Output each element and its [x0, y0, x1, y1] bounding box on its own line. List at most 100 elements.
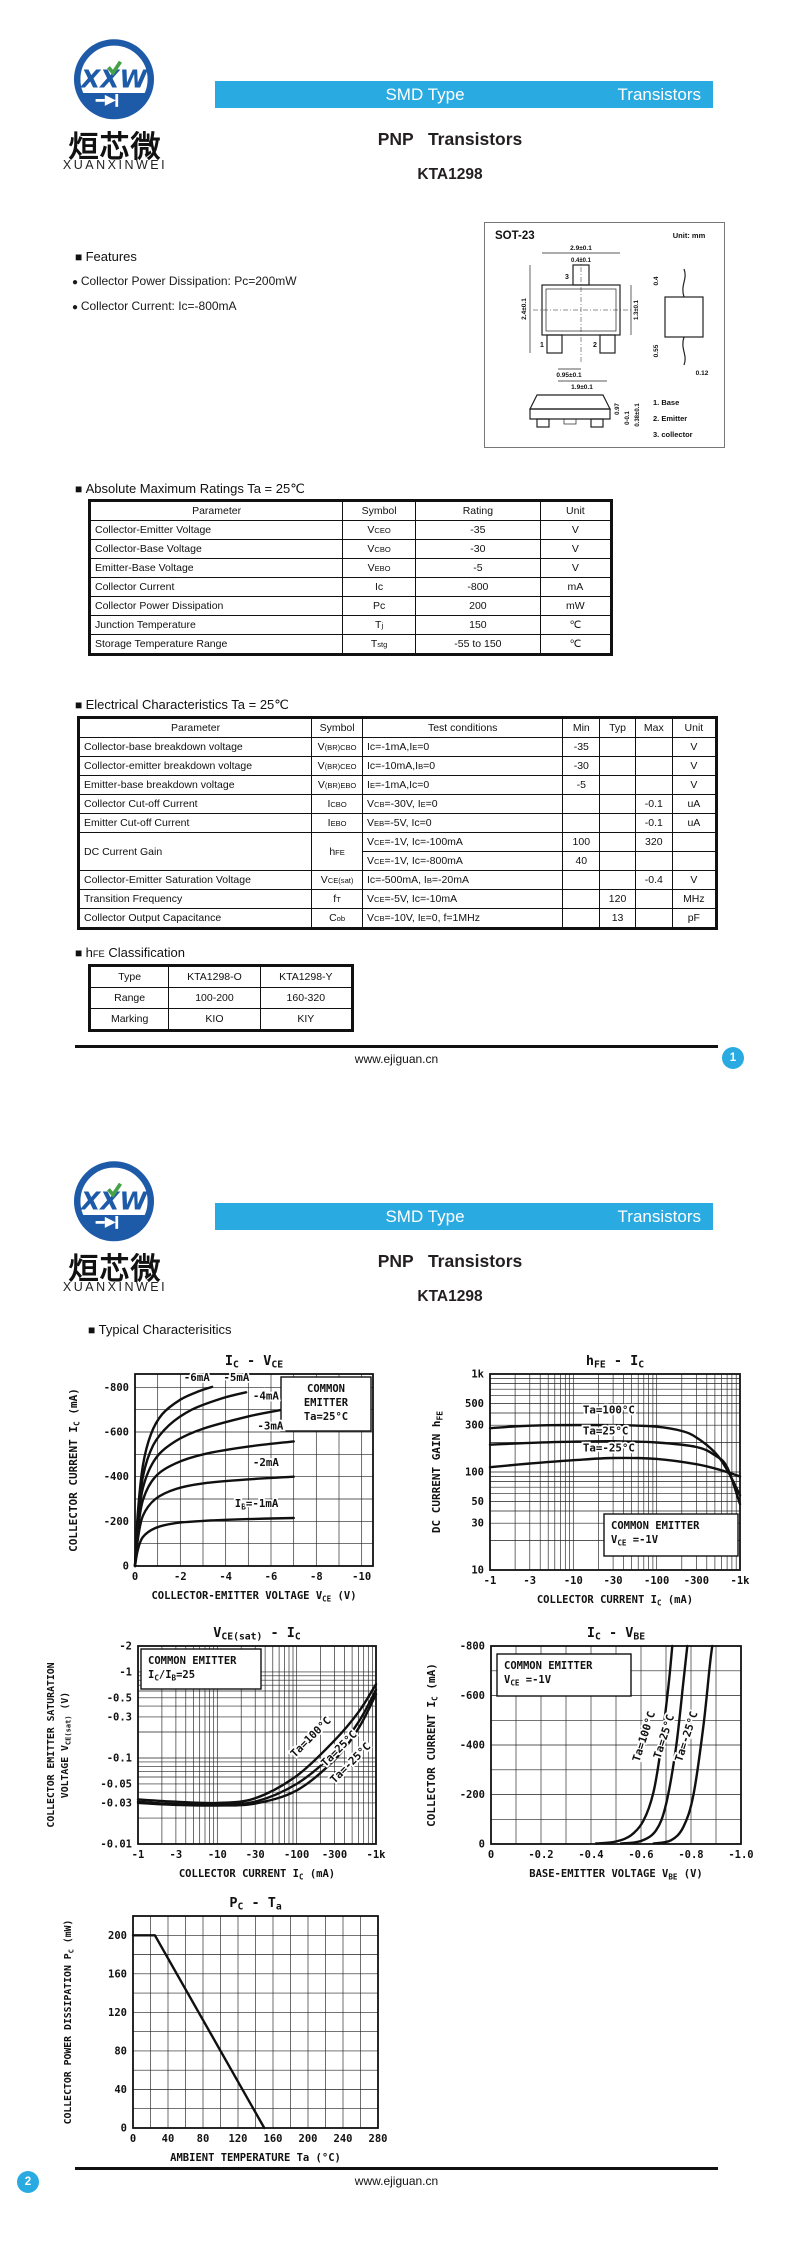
table-cell	[599, 870, 636, 890]
svg-text:-100: -100	[644, 1575, 669, 1587]
table-cell: 160-320	[259, 987, 353, 1009]
table-row: Collector-emitter breakdown voltage V(BR)…	[78, 756, 717, 776]
table-header-row: Parameter Symbol Test conditions Min Typ Max U…	[78, 718, 717, 738]
table-cell: fT	[311, 889, 364, 909]
footer-rule	[75, 2167, 718, 2170]
svg-text:VCE =-1V: VCE =-1V	[504, 1674, 552, 1688]
svg-text:10: 10	[471, 1565, 484, 1577]
table-row: Junction Temperature Tj 150 ℃	[89, 615, 612, 635]
table-cell	[671, 832, 717, 852]
table-cell: pF	[671, 908, 717, 928]
type-bar: SMD Type Transistors	[215, 1203, 713, 1230]
svg-text:300: 300	[465, 1420, 484, 1432]
svg-text:-0.03: -0.03	[100, 1797, 132, 1809]
svg-text:hFE - IC: hFE - IC	[586, 1353, 644, 1371]
svg-text:0: 0	[488, 1849, 494, 1861]
table-cell: -5	[414, 558, 541, 578]
svg-text:1.3±0.1: 1.3±0.1	[634, 299, 640, 320]
table-cell: -30	[414, 539, 541, 559]
svg-text:COLLECTOR EMITTER SATURATION: COLLECTOR EMITTER SATURATION	[46, 1662, 57, 1827]
svg-text:0: 0	[479, 1839, 485, 1851]
svg-text:IB=-1mA: IB=-1mA	[235, 1497, 279, 1512]
table-cell: Junction Temperature	[89, 615, 344, 635]
svg-text:VCE =-1V: VCE =-1V	[611, 1534, 659, 1548]
table-cell	[562, 889, 601, 909]
svg-text:BASE-EMITTER VOLTAGE VBE (V): BASE-EMITTER VOLTAGE VBE (V)	[529, 1868, 702, 1882]
table-row: Collector-Base Voltage VCBO -30 V	[89, 539, 612, 559]
svg-text:3: 3	[565, 274, 569, 281]
type-bar: SMD Type Transistors	[215, 81, 713, 108]
svg-text:-400: -400	[104, 1471, 129, 1483]
column-header: Symbol	[311, 718, 364, 738]
table-cell: Emitter Cut-off Current	[78, 813, 313, 833]
svg-text:COMMON EMITTER: COMMON EMITTER	[611, 1520, 700, 1532]
table-cell: Emitter-Base Voltage	[89, 558, 344, 578]
svg-text:0: 0	[121, 2123, 127, 2135]
table-cell: Collector-base breakdown voltage	[78, 737, 313, 757]
table-cell: Collector Output Capacitance	[78, 908, 313, 928]
page-1: XXW 烜芯微 XUANXINWEI SMD Type Transistors …	[0, 0, 793, 1122]
svg-text:COMMON: COMMON	[307, 1383, 345, 1395]
svg-text:IC/IB=25: IC/IB=25	[148, 1669, 195, 1683]
svg-text:2.4±0.1: 2.4±0.1	[521, 298, 528, 320]
chart-pc-ta: 0 40 80 120 160 200 240 280 0 40 80 120 160 200 PC - T…	[38, 1886, 388, 2176]
table-cell: MHz	[671, 889, 717, 909]
svg-text:-30: -30	[246, 1849, 265, 1861]
svg-text:-10: -10	[564, 1575, 583, 1587]
table-cell: ℃	[539, 615, 612, 635]
table-cell: Storage Temperature Range	[89, 634, 344, 654]
table-cell: -30	[562, 756, 601, 776]
table-cell: Collector Cut-off Current	[78, 794, 313, 814]
table-cell	[562, 870, 601, 890]
table-row: Collector Power Dissipation Pc 200 mW	[89, 596, 612, 616]
table-cell: 13	[599, 908, 636, 928]
hfe-class-heading: hFE Classification	[75, 945, 185, 960]
svg-text:1k: 1k	[471, 1369, 484, 1381]
table-cell: uA	[671, 794, 717, 814]
table-row: Transition Frequency fT VCE=-5V, Ic=-10mA 1…	[78, 889, 717, 909]
abs-max-heading: Absolute Maximum Ratings Ta = 25℃	[75, 481, 305, 497]
table-cell: -55 to 150	[414, 634, 541, 654]
svg-text:80: 80	[114, 2045, 127, 2057]
package-outline-drawing: SOT-23 Unit: mm 3 1 2 2.9±0.1 0.4±0.1 2.4±0.1 1.…	[495, 230, 709, 439]
svg-text:COMMON EMITTER: COMMON EMITTER	[148, 1655, 237, 1667]
brand-name-en: XUANXINWEI	[62, 158, 168, 172]
column-header: Rating	[414, 501, 541, 521]
svg-text:30: 30	[471, 1518, 484, 1530]
table-cell	[634, 737, 673, 757]
svg-text:-1: -1	[119, 1666, 132, 1678]
svg-text:-0.8: -0.8	[678, 1849, 703, 1861]
svg-text:50: 50	[471, 1496, 484, 1508]
table-row: Marking KIO KIY	[89, 1008, 353, 1030]
svg-text:1: 1	[540, 342, 544, 349]
svg-text:40: 40	[162, 2133, 175, 2145]
svg-text:-600: -600	[104, 1427, 129, 1439]
abs-max-table-wrap: Parameter Symbol Rating Unit Collector-Emitt…	[88, 499, 613, 656]
table-cell: VCE=-1V, Ic=-800mA	[362, 851, 564, 871]
svg-text:3. collector: 3. collector	[653, 430, 693, 439]
table-cell: hFE	[311, 832, 364, 871]
svg-text:DC CURRENT GAIN hFE: DC CURRENT GAIN hFE	[430, 1411, 445, 1533]
table-cell: -35	[414, 520, 541, 540]
page-number-badge: 2	[17, 2171, 39, 2193]
column-header: Parameter	[89, 501, 344, 521]
svg-text:120: 120	[229, 2133, 248, 2145]
feature-item: Collector Current: Ic=-800mA	[72, 299, 297, 313]
table-cell: V	[539, 520, 612, 540]
table-cell: V	[671, 756, 717, 776]
table-cell: -800	[414, 577, 541, 597]
svg-text:200: 200	[108, 1930, 127, 1942]
page-number-badge: 1	[722, 1047, 744, 1069]
column-header: Parameter	[78, 718, 313, 738]
elec-char-heading: Electrical Characteristics Ta = 25℃	[75, 697, 289, 713]
svg-text:160: 160	[264, 2133, 283, 2145]
svg-text:0: 0	[132, 1571, 138, 1583]
table-cell	[634, 756, 673, 776]
svg-text:2.9±0.1: 2.9±0.1	[570, 245, 592, 252]
svg-text:160: 160	[108, 1968, 127, 1980]
svg-text:-10: -10	[352, 1571, 371, 1583]
svg-text:-0.2: -0.2	[528, 1849, 553, 1861]
device-type-title: PNP Transistors	[377, 129, 523, 149]
table-cell: V	[671, 775, 717, 795]
svg-text:500: 500	[465, 1398, 484, 1410]
